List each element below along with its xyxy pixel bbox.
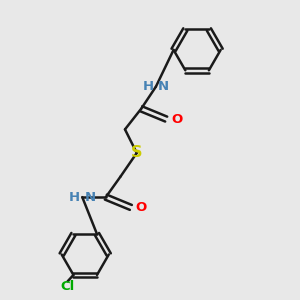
Text: N: N (158, 80, 169, 93)
Text: S: S (131, 146, 142, 160)
Text: Cl: Cl (60, 280, 75, 293)
Text: O: O (136, 201, 147, 214)
Text: N: N (85, 190, 96, 204)
Text: H: H (69, 190, 80, 204)
Text: H: H (142, 80, 154, 93)
Text: O: O (171, 112, 182, 126)
